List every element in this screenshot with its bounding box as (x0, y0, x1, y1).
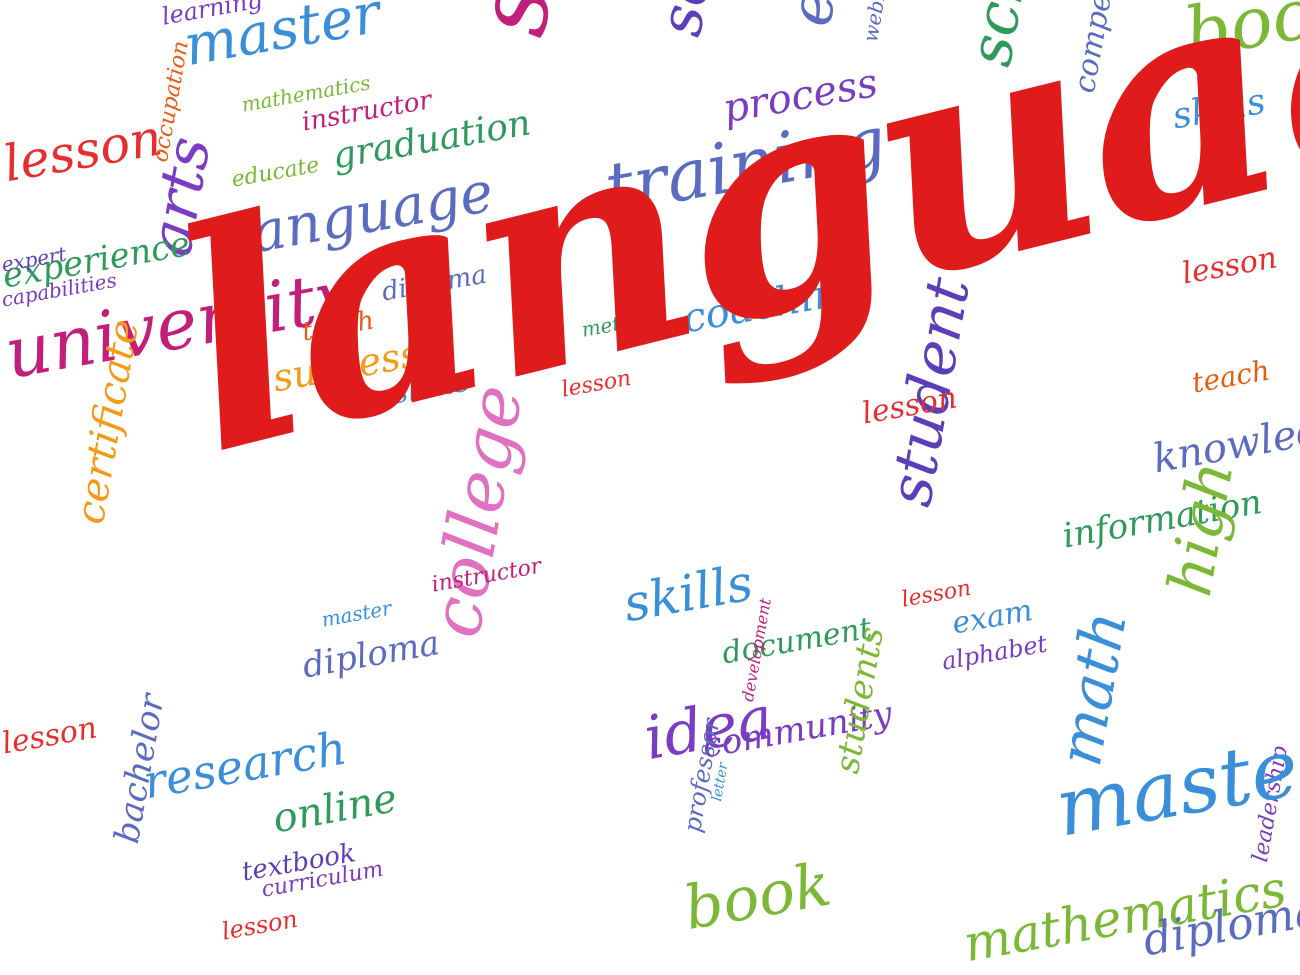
cloud-word-math: math (1045, 606, 1142, 772)
cloud-word-book: book (679, 849, 837, 945)
cloud-word-lesson: lesson (219, 904, 300, 946)
cloud-word-master: master (179, 0, 386, 80)
cloud-word-lesson: lesson (0, 108, 167, 194)
cloud-word-online: online (269, 775, 401, 843)
main-word-language: language (143, 0, 1300, 522)
cloud-word-diploma: diploma (299, 623, 443, 687)
cloud-word-study: study (451, 0, 614, 44)
cloud-word-skills: skills (619, 553, 758, 634)
cloud-word-teach: teach (1189, 353, 1273, 400)
cloud-word-lesson: lesson (0, 710, 100, 762)
cloud-word-master: master (319, 595, 394, 632)
